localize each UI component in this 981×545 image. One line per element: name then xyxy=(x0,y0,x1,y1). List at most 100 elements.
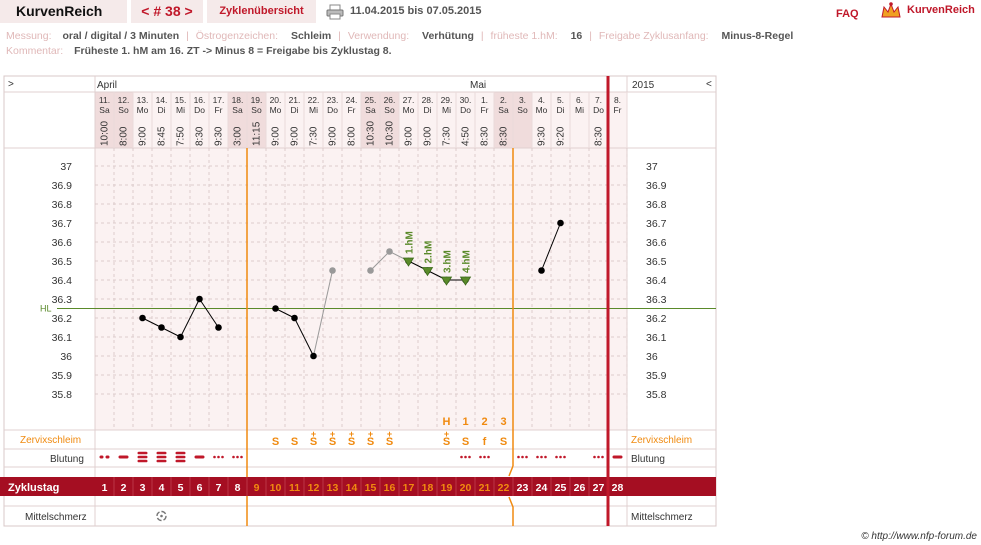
day-weekday: So xyxy=(251,105,262,115)
day-weekday: Sa xyxy=(365,105,376,115)
temp-point[interactable] xyxy=(177,333,184,341)
weekend-shade xyxy=(513,92,532,148)
day-measure-time: 7:30 xyxy=(442,126,453,146)
comment-value: Früheste 1. hM am 16. ZT -> Minus 8 = Fr… xyxy=(74,45,392,57)
measurement-info: Messung: oral / digital / 3 Minuten | Ös… xyxy=(6,30,794,42)
day-weekday: Sa xyxy=(99,105,110,115)
cervical-symbol: S xyxy=(443,436,450,448)
nav-prev-arrow[interactable]: > xyxy=(8,79,14,90)
day-weekday: Di xyxy=(157,105,165,115)
estrogen-label: Östrogenzeichen: xyxy=(195,30,279,42)
cycle-day-number: 6 xyxy=(197,482,203,494)
brand-name: KurvenReich xyxy=(907,4,975,16)
bleeding-dot xyxy=(217,455,220,459)
cycle-day-number: 18 xyxy=(422,482,434,494)
hm-marker xyxy=(459,276,472,286)
cycle-day-number: 12 xyxy=(308,482,320,494)
bleeding-dot xyxy=(221,455,224,459)
temp-point[interactable] xyxy=(196,295,203,303)
day-measure-time: 10:30 xyxy=(366,121,377,146)
day-date: 6. xyxy=(576,95,583,105)
bleeding-dot xyxy=(521,455,524,459)
cervical-row-label-right: Zervixschleim xyxy=(631,435,692,446)
cycle-overview-button[interactable]: Zyklenübersicht xyxy=(207,0,316,23)
comment-label: Kommentar: xyxy=(6,45,64,57)
day-weekday: So xyxy=(118,105,129,115)
bleeding-mark xyxy=(137,459,148,463)
temp-point[interactable] xyxy=(158,324,165,331)
bleeding-dot xyxy=(460,455,463,459)
temp-point[interactable] xyxy=(386,248,393,255)
cervical-symbol: S xyxy=(348,436,355,448)
y-tick-label-right: 36.9 xyxy=(646,180,667,192)
faq-link[interactable]: FAQ xyxy=(836,8,859,20)
day-date: 28. xyxy=(422,95,434,105)
cycle-day-number: 19 xyxy=(441,482,453,494)
cycle-day-number: 3 xyxy=(140,482,146,494)
y-tick-label-right: 35.8 xyxy=(646,389,667,401)
cycle-day-number: 24 xyxy=(536,482,548,494)
weekend-shade xyxy=(95,92,114,148)
y-tick-label: 36.6 xyxy=(52,237,73,249)
day-measure-time: 8:45 xyxy=(157,126,168,146)
day-date: 26. xyxy=(384,95,396,105)
day-measure-time: 9:00 xyxy=(290,126,301,146)
cycle-day-number: 22 xyxy=(498,482,510,494)
cycle-navigation[interactable]: < # 38 > xyxy=(131,0,203,23)
day-date: 21. xyxy=(289,95,301,105)
cervical-plus: + xyxy=(330,429,335,439)
usage-label: Verwendung: xyxy=(347,30,410,42)
cervical-plus: + xyxy=(311,429,316,439)
temp-curve-segment xyxy=(313,270,333,357)
cervical-plus: + xyxy=(444,429,449,439)
cervical-plus: + xyxy=(368,429,373,439)
temp-point[interactable] xyxy=(139,314,146,322)
cycle-day-number: 10 xyxy=(270,482,282,494)
weekend-shade xyxy=(380,92,399,148)
cervical-symbol: S xyxy=(367,436,374,448)
cycle-day-number: 27 xyxy=(593,482,605,494)
y-tick-label: 37 xyxy=(60,161,72,173)
bleeding-dot xyxy=(487,455,490,459)
temp-point[interactable] xyxy=(538,267,545,274)
print-icon[interactable] xyxy=(326,4,344,20)
day-date: 29. xyxy=(441,95,453,105)
earliest-label: früheste 1.hM: xyxy=(490,30,558,42)
bleeding-dot xyxy=(540,455,543,459)
y-tick-label: 36 xyxy=(60,351,72,363)
cycle-day-number: 26 xyxy=(574,482,586,494)
y-tick-label: 35.8 xyxy=(52,389,73,401)
temp-point[interactable] xyxy=(272,305,279,312)
temp-point[interactable] xyxy=(557,219,564,227)
day-weekday: So xyxy=(384,105,395,115)
day-weekday: Do xyxy=(593,105,604,115)
bleeding-mark xyxy=(137,451,148,455)
cycle-day-number: 17 xyxy=(403,482,415,494)
day-weekday: Fr xyxy=(347,105,355,115)
bleeding-dot xyxy=(536,455,539,459)
day-weekday: So xyxy=(517,105,528,115)
hm-label: 3.hM xyxy=(443,250,454,273)
cycle-day-number: 5 xyxy=(178,482,184,494)
day-date: 23. xyxy=(327,95,339,105)
temp-point[interactable] xyxy=(310,352,317,360)
temp-point[interactable] xyxy=(215,324,222,331)
nav-next-arrow[interactable]: < xyxy=(706,79,712,90)
bleeding-mark xyxy=(175,459,186,463)
day-date: 11. xyxy=(99,95,110,105)
day-weekday: Mi xyxy=(309,105,318,115)
app-logo[interactable]: KurvenReich xyxy=(0,0,127,23)
temp-point[interactable] xyxy=(291,314,298,322)
peak-marker: 1 xyxy=(462,416,468,428)
cycle-chart: > <April Mai 201511.Sa10:0012.So8:0013.Mo9:… xyxy=(0,75,717,527)
y-tick-label: 36.5 xyxy=(52,256,73,268)
cycle-day-number: 21 xyxy=(479,482,491,494)
peak-marker: 3 xyxy=(500,416,506,428)
day-date: 13. xyxy=(137,95,149,105)
temp-point[interactable] xyxy=(367,267,374,274)
day-date: 2. xyxy=(500,95,507,105)
bleeding-dot xyxy=(464,455,467,459)
day-weekday: Do xyxy=(460,105,471,115)
y-tick-label: 36.3 xyxy=(52,294,73,306)
temp-point[interactable] xyxy=(329,267,336,274)
